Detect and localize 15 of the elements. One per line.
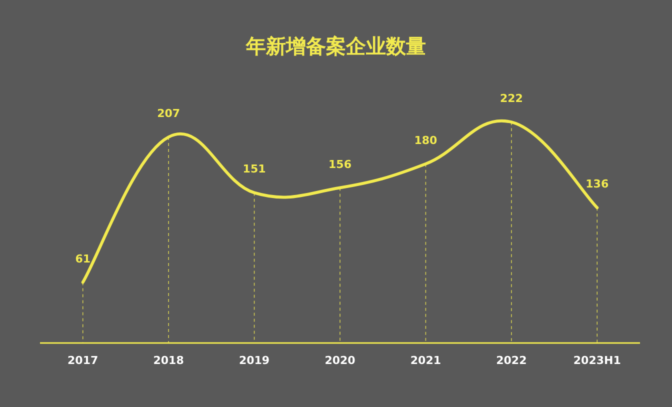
x-tick-label: 2017 bbox=[68, 354, 98, 367]
data-label: 222 bbox=[500, 92, 523, 106]
data-label: 180 bbox=[414, 134, 438, 147]
x-tick-label: 2022 bbox=[496, 354, 527, 367]
data-label: 151 bbox=[242, 162, 266, 176]
data-label: 136 bbox=[586, 178, 609, 191]
chart-title: 年新增备案企业数量 bbox=[245, 34, 426, 58]
x-tick-label: 2023H1 bbox=[573, 354, 621, 367]
data-label: 207 bbox=[157, 107, 180, 120]
x-tick-label: 2020 bbox=[324, 354, 356, 367]
data-label: 61 bbox=[75, 252, 91, 266]
x-tick-label: 2019 bbox=[238, 354, 270, 367]
data-label: 156 bbox=[328, 158, 352, 171]
x-tick-label: 2018 bbox=[153, 354, 184, 367]
x-tick-label: 2021 bbox=[410, 354, 442, 367]
